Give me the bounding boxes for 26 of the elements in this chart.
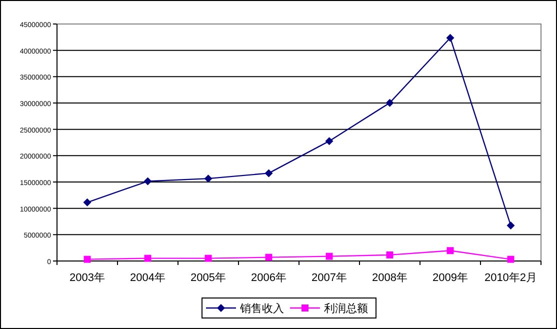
point <box>84 256 91 263</box>
x-tick-label: 2004年 <box>130 272 166 284</box>
legend-label: 利润总额 <box>324 302 368 315</box>
point <box>326 252 333 260</box>
point <box>264 169 273 178</box>
x-tick-label: 2008年 <box>372 272 408 284</box>
point <box>204 174 212 183</box>
point <box>325 137 334 146</box>
point <box>446 34 454 42</box>
point <box>386 98 394 107</box>
point <box>83 198 92 206</box>
point <box>265 254 272 261</box>
point <box>507 256 514 263</box>
x-tick-label: 2007年 <box>312 272 347 284</box>
legend-label: 销售收入 <box>239 302 284 315</box>
point <box>144 177 152 186</box>
x-tick-label: 2009年 <box>432 272 468 284</box>
point <box>204 254 212 262</box>
x-tick-label: 2006年 <box>251 272 286 284</box>
point <box>144 254 152 262</box>
point <box>386 251 394 258</box>
point <box>506 222 515 230</box>
point <box>446 247 454 254</box>
x-tick-label: 2003年 <box>70 272 105 284</box>
x-tick-label: 2010年2月 <box>484 272 538 284</box>
x-tick-label: 2005年 <box>190 272 226 284</box>
